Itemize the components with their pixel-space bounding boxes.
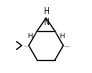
Text: N: N xyxy=(43,18,49,27)
Text: H: H xyxy=(59,33,65,39)
Text: H: H xyxy=(27,33,33,39)
Text: H: H xyxy=(43,7,49,16)
